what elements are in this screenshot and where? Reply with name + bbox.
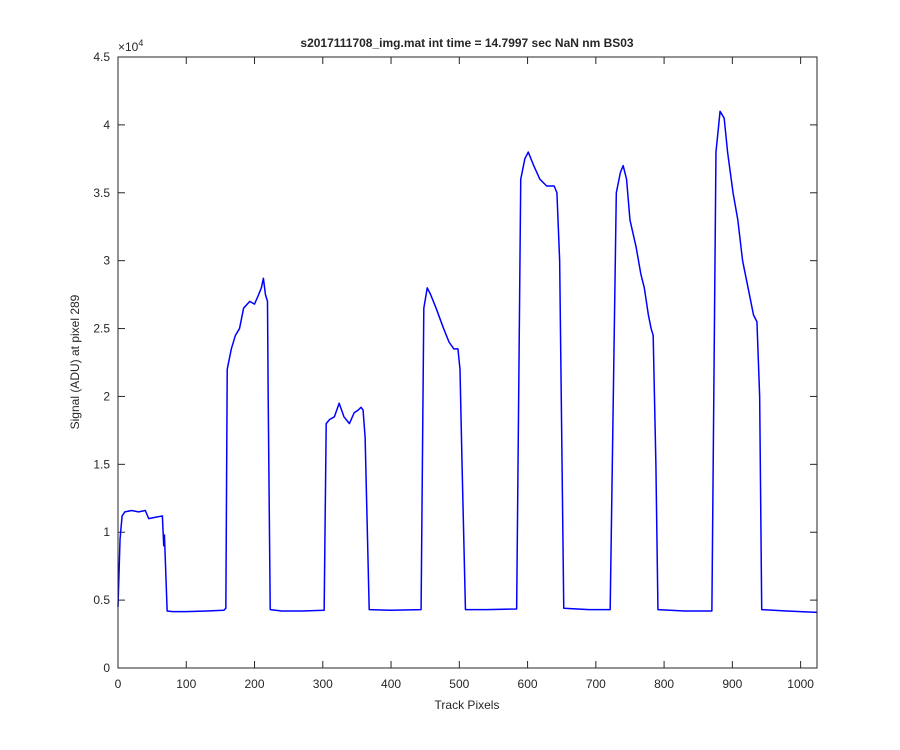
x-tick-label: 500 [449,677,469,691]
y-tick-label: 4.5 [93,50,110,64]
x-tick-label: 400 [381,677,401,691]
y-tick-label: 1.5 [93,457,110,471]
x-tick-label: 1000 [787,677,814,691]
x-tick-label: 800 [654,677,674,691]
y-tick-label: 4 [103,118,110,132]
data-line [117,110,818,614]
y-tick-label: 2.5 [93,322,110,336]
y-tick-label: 3 [103,254,110,268]
y-multiplier-exponent: 4 [138,38,143,48]
x-axis-label: Track Pixels [435,698,500,712]
x-tick-label: 600 [518,677,538,691]
x-tick-label: 900 [722,677,742,691]
x-tick-label: 700 [586,677,606,691]
x-tick-label: 100 [176,677,196,691]
y-tick-label: 0 [103,661,110,675]
y-tick-label: 0.5 [93,593,110,607]
x-tick-label: 0 [115,677,122,691]
y-tick-label: 3.5 [93,186,110,200]
y-tick-label: 1 [103,525,110,539]
x-tick-label: 200 [245,677,265,691]
plot-area [118,57,817,668]
y-tick-label: 2 [103,389,110,403]
y-multiplier-base: ×10 [118,40,139,54]
axes-box [117,56,818,669]
chart-title: s2017111708_img.mat int time = 14.7997 s… [300,36,634,50]
x-tick-label: 300 [313,677,333,691]
y-axis-label: Signal (ADU) at pixel 289 [68,294,82,429]
y-multiplier: ×104 [118,38,143,54]
